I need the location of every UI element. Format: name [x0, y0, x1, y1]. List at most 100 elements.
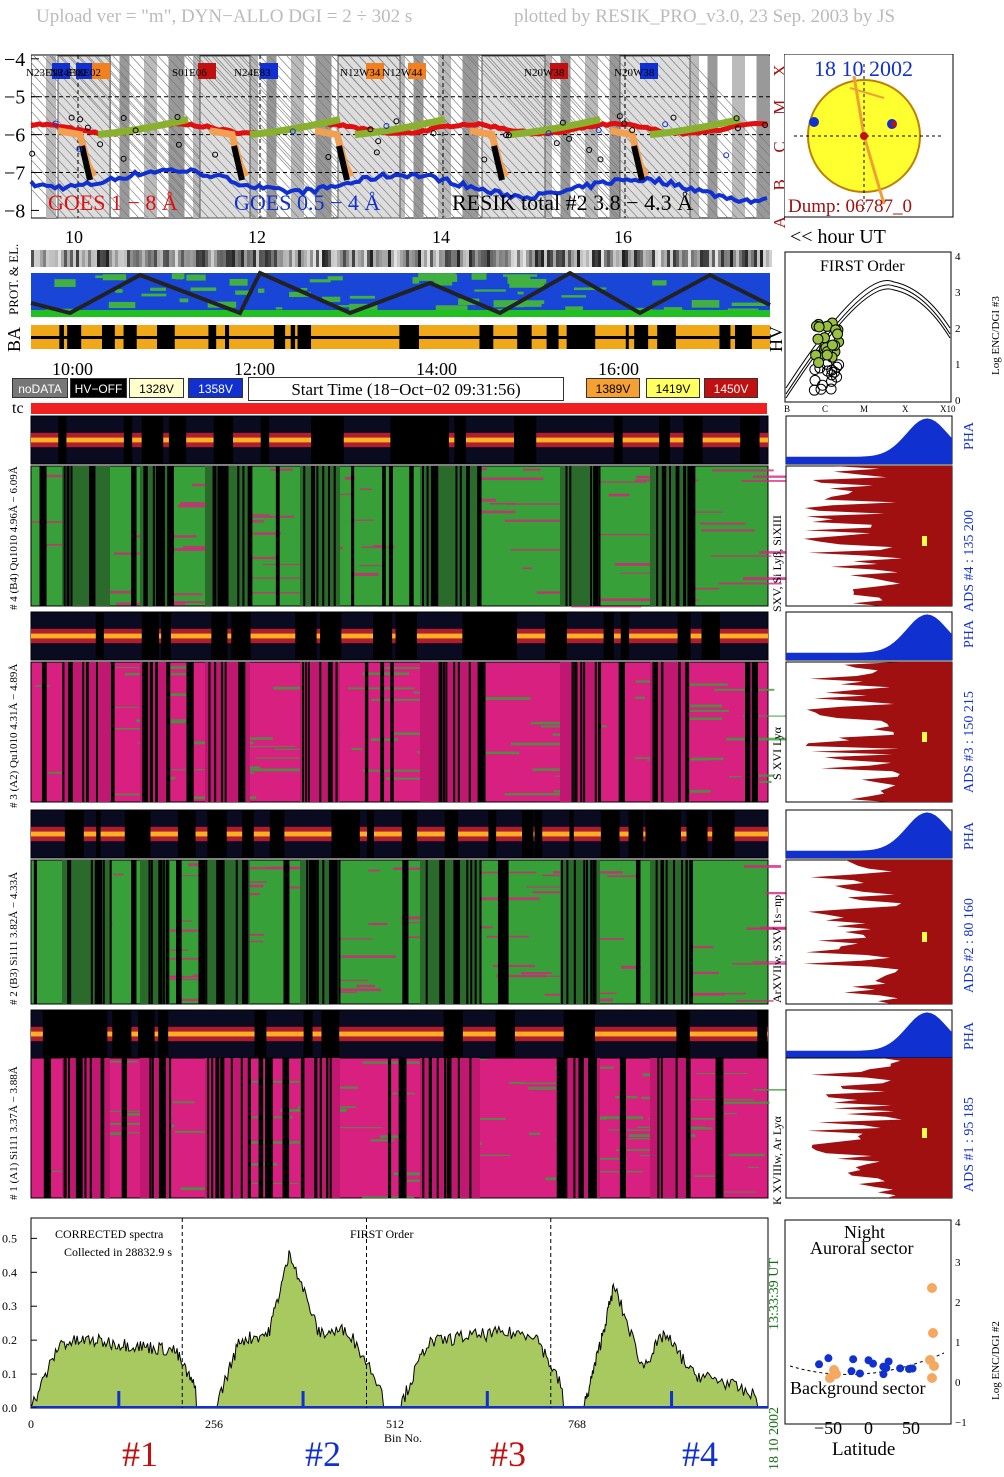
spectrogram-dark-line: [565, 466, 568, 606]
spectrum-ytick: 0.2: [2, 1333, 17, 1347]
spectrogram-dark-line: [657, 1058, 660, 1198]
spectrogram-streak: [599, 598, 660, 602]
spectrogram-dark-line: [598, 466, 601, 606]
sun-region-dot: [809, 117, 819, 127]
spectrogram-gap: [167, 466, 174, 606]
strip-cell: [199, 250, 202, 267]
pha-gap: [401, 810, 418, 858]
spectrogram-dark-line: [333, 466, 336, 606]
spectrogram-streak: [526, 886, 588, 888]
spectrogram-dark-line: [217, 1058, 220, 1198]
spectrogram-streak: [248, 768, 302, 772]
spectrogram-dark-line: [594, 1058, 597, 1198]
spectrogram-dark-line: [310, 466, 313, 606]
spectrogram-dark-line: [150, 662, 153, 802]
hatch-line: [376, 55, 528, 219]
spectrogram-streak: [92, 1060, 138, 1063]
spectrogram-gap: [497, 860, 506, 1004]
ytick-label: −6: [4, 125, 25, 147]
goes-grid: [31, 55, 770, 218]
strip-cell: [145, 250, 148, 267]
strip-cell: [79, 250, 82, 267]
pha-gap: [328, 1010, 338, 1058]
channel-4-lines: SXV, Si Lyβ, SiXIII: [770, 515, 784, 612]
pha-hist: [786, 812, 952, 858]
pha-gap: [390, 416, 401, 464]
strip-cell: [556, 250, 559, 267]
latitude-point-auroral: [929, 1361, 939, 1371]
hatch-line: [340, 55, 492, 219]
pha-gap: [563, 1010, 584, 1058]
hv-legend-item: 1419V: [646, 378, 700, 398]
spectrogram-dark-line: [328, 466, 331, 606]
pha-gap: [123, 416, 133, 464]
green-streak: [108, 301, 136, 309]
shadow-band: [560, 56, 571, 218]
green-streak: [349, 295, 375, 299]
latitude-ytick: 0: [955, 1377, 961, 1389]
fo-xtick: X10: [940, 404, 956, 412]
green-streak: [507, 276, 531, 284]
spectrum-ytick: 0.4: [2, 1265, 17, 1279]
latitude-point-background: [879, 1370, 888, 1379]
hatch-line: [148, 55, 300, 219]
spectrogram-streak: [333, 991, 357, 993]
pha-gap: [523, 416, 537, 464]
spectrogram-streak: [506, 503, 576, 505]
strip-cell: [382, 250, 385, 267]
hatch-line: [466, 55, 618, 219]
pha-gap: [168, 416, 187, 464]
hatch-line: [51, 55, 203, 219]
spectrogram-dark-line: [68, 662, 71, 802]
spectrogram-dark-line: [571, 662, 574, 802]
strip-cell: [100, 250, 103, 267]
strip-cell: [715, 250, 718, 267]
spectrogram-column: [140, 860, 170, 1004]
green-streak: [327, 276, 343, 281]
spectrogram-streak: [174, 1130, 215, 1133]
green-streak: [663, 307, 683, 312]
start-time-box: Start Time (18−Oct−02 09:31:56): [248, 377, 564, 401]
spectrogram-streak: [336, 979, 369, 981]
spectrogram-column: [300, 466, 340, 606]
strip-cell: [130, 250, 133, 267]
spectrogram-streak: [242, 867, 305, 870]
spectrogram-dark-line: [152, 466, 155, 606]
spectrogram-streak: [165, 957, 219, 960]
spectrum-series-#1: [30, 1332, 198, 1409]
spectrogram-streak: [504, 519, 562, 522]
spectrogram-streak: [742, 577, 796, 581]
resik-green-segment: [97, 116, 189, 139]
pha-gap: [213, 416, 234, 464]
strip-cell: [307, 250, 310, 267]
strip-cell: [643, 250, 646, 267]
strip-cell: [511, 250, 514, 267]
sun-vector-2: [862, 135, 886, 205]
spectrogram-dark-line: [583, 662, 586, 802]
spectrogram-gap: [402, 860, 409, 1004]
mask: [0, 40, 31, 245]
spectrogram-streak: [350, 519, 374, 521]
pha-gap: [331, 810, 348, 858]
strip-cell: [586, 250, 589, 267]
strip-cell: [466, 250, 469, 267]
legend-entry: GOES 0.5 − 4 Å: [234, 190, 380, 215]
channel-3-label: # 3 (A2) Qu1010 4.31Å − 4.89Å: [8, 663, 20, 808]
shadow-band: [119, 56, 130, 218]
spectrogram-streak: [679, 992, 747, 995]
spectrogram-streak: [334, 1086, 358, 1089]
spectrogram-streak: [235, 514, 270, 516]
spectrogram-dark-line: [422, 466, 425, 606]
pha-gap: [580, 1010, 595, 1058]
hv-off-mark: [517, 325, 532, 349]
spectrogram-dark-line: [207, 1058, 210, 1198]
spectrogram-dark-line: [168, 662, 171, 802]
latitude-point-background: [815, 1360, 824, 1369]
spectrogram-streak: [522, 567, 533, 570]
pha-gap: [89, 1010, 108, 1058]
spectrogram-dark-line: [237, 466, 240, 606]
strip-cell: [505, 250, 508, 267]
strip-cell: [697, 250, 700, 267]
spectrogram-streak: [401, 916, 432, 920]
fo-point: [813, 357, 825, 369]
